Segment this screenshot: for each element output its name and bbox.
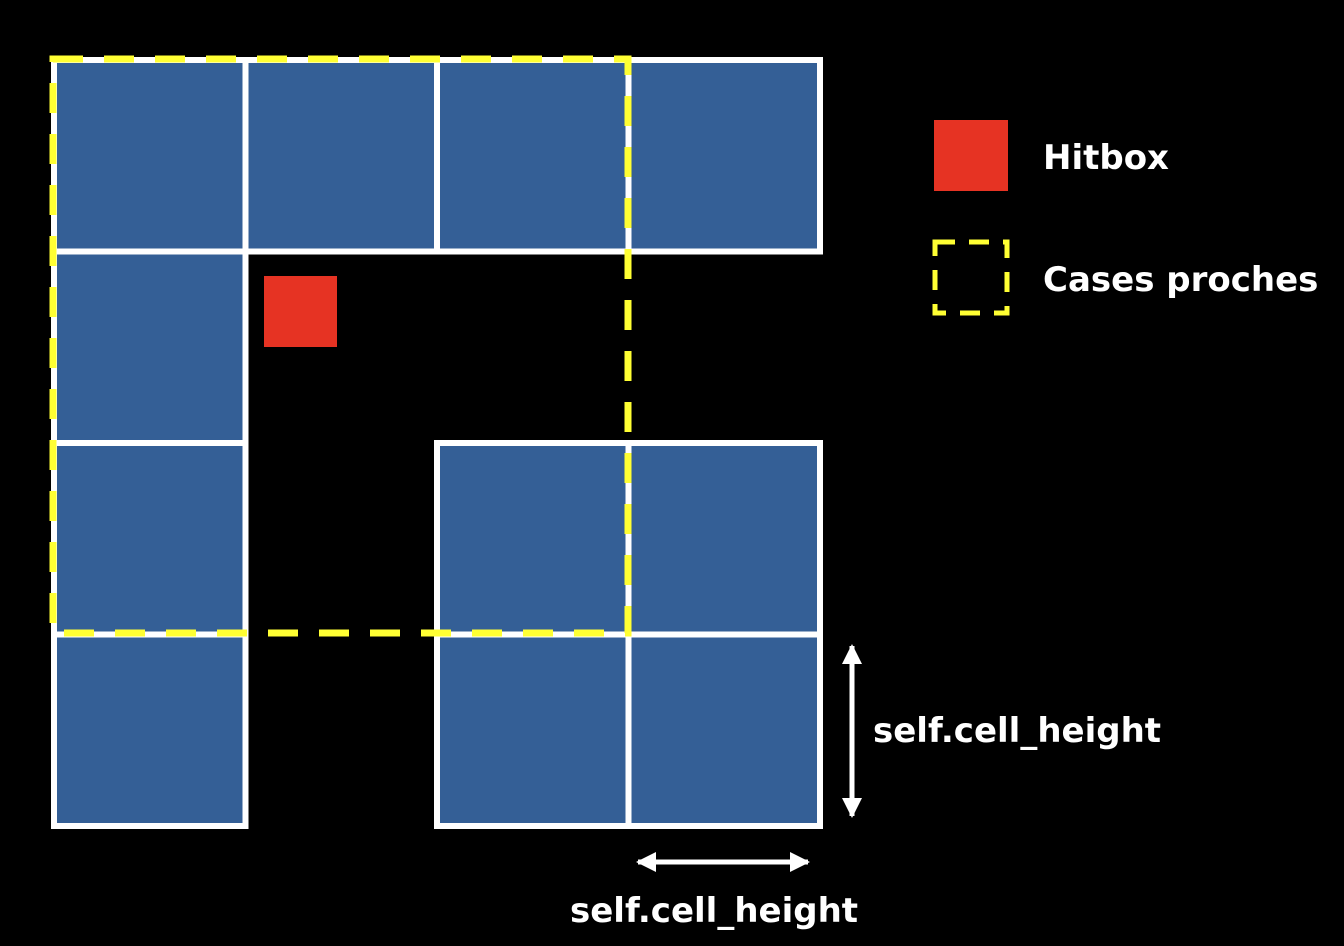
grid-cell [51,440,249,638]
vertical-dimension-label: self.cell_height [873,711,1161,751]
legend: Hitbox Cases proches [932,120,1318,316]
grid-cell [434,631,632,829]
horizontal-dimension-label: self.cell_height [570,891,858,931]
grid-cell [51,631,249,829]
near-cells-outline [49,55,632,637]
grid-cell [51,57,249,255]
grid-cell [51,248,249,446]
grid-cell [625,57,823,255]
hitbox-square [264,276,337,347]
grid-cell [434,440,632,638]
legend-hitbox-label: Hitbox [1043,138,1169,178]
grid-cell [625,631,823,829]
grid-cell [242,57,440,255]
grid-cell [434,57,632,255]
grid-cell [625,440,823,638]
legend-hitbox-swatch [934,120,1008,191]
legend-near-cells-swatch [932,239,1010,316]
legend-near-cells-label: Cases proches [1043,260,1318,300]
grid-cells [51,57,823,829]
